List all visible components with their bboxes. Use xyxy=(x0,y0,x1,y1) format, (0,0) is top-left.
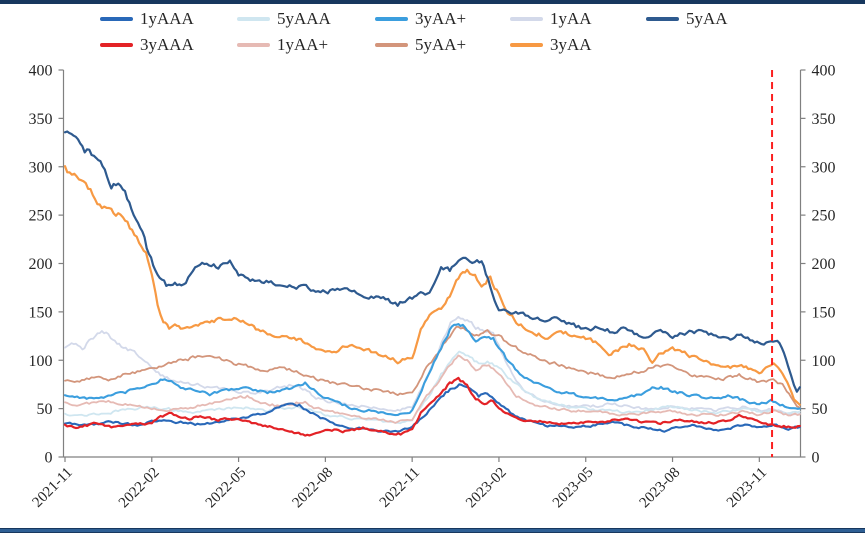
legend-swatch-5yAAA xyxy=(237,17,270,21)
series-line-1yAAA xyxy=(63,383,801,433)
legend-swatch-3yAA+ xyxy=(375,17,408,21)
legend-item-5yAAA: 5yAAA xyxy=(237,8,331,30)
legend-item-1yAA+: 1yAA+ xyxy=(237,34,328,56)
legend-label: 5yAA+ xyxy=(415,35,467,54)
left-y-tick-label: 150 xyxy=(29,304,53,321)
legend-swatch-5yAA+ xyxy=(375,43,408,47)
right-y-tick-label: 400 xyxy=(812,63,836,80)
chart-legend: 1yAAA 5yAAA 3yAA+ 1yAA 5yAA 3yAAA 1yAA+ 5yAA+ 3y… xyxy=(0,6,865,62)
x-tick-label: 2022-11 xyxy=(377,465,423,511)
left-y-tick-label: 300 xyxy=(29,159,53,176)
legend-item-3yAA+: 3yAA+ xyxy=(375,8,466,30)
legend-item-5yAA+: 5yAA+ xyxy=(375,34,466,56)
legend-label: 1yAAA xyxy=(140,9,194,28)
legend-swatch-1yAA+ xyxy=(237,43,270,47)
x-tick-label: 2022-05 xyxy=(203,465,250,512)
legend-label: 5yAA xyxy=(686,9,728,28)
right-y-tick-label: 100 xyxy=(812,353,836,370)
right-y-tick-label: 50 xyxy=(812,401,828,418)
top-border-rule xyxy=(0,0,865,4)
right-y-tick-label: 250 xyxy=(812,208,836,225)
legend-item-3yAA: 3yAA xyxy=(510,34,592,56)
x-tick-label: 2022-02 xyxy=(116,465,163,512)
series-line-5yAAA xyxy=(64,350,801,425)
left-y-tick-label: 400 xyxy=(29,63,53,80)
legend-swatch-1yAA xyxy=(510,17,543,21)
left-y-tick-label: 350 xyxy=(29,111,53,128)
legend-label: 1yAA xyxy=(550,9,592,28)
legend-item-5yAA: 5yAA xyxy=(646,8,728,30)
legend-label: 3yAA xyxy=(550,35,592,54)
legend-swatch-3yAAA xyxy=(100,43,133,47)
axes xyxy=(58,69,806,462)
right-y-tick-label: 300 xyxy=(812,159,836,176)
legend-item-1yAA: 1yAA xyxy=(510,8,592,30)
left-y-tick-label: 100 xyxy=(29,353,53,370)
x-tick-label: 2023-02 xyxy=(463,465,510,512)
series-line-3yAAA xyxy=(63,376,801,437)
legend-item-3yAAA: 3yAAA xyxy=(100,34,194,56)
left-y-tick-label: 0 xyxy=(45,450,53,467)
legend-swatch-3yAA xyxy=(510,43,543,47)
left-y-tick-label: 250 xyxy=(29,208,53,225)
right-y-tick-label: 0 xyxy=(812,450,820,467)
series-line-1yAA+ xyxy=(64,354,801,424)
legend-label: 5yAAA xyxy=(277,9,331,28)
x-tick-label: 2023-05 xyxy=(550,465,597,512)
series-line-3yAA+ xyxy=(63,323,801,417)
right-y-tick-label: 350 xyxy=(812,111,836,128)
legend-swatch-5yAA xyxy=(646,17,679,21)
series-line-5yAA xyxy=(63,130,801,393)
legend-item-1yAAA: 1yAAA xyxy=(100,8,194,30)
series-lines xyxy=(63,130,801,437)
series-line-3yAA xyxy=(63,165,801,406)
left-y-tick-label: 200 xyxy=(29,256,53,273)
legend-label: 1yAA+ xyxy=(277,35,329,54)
legend-swatch-1yAAA xyxy=(100,17,133,21)
x-tick-label: 2021-11 xyxy=(30,465,76,511)
right-y-tick-label: 200 xyxy=(812,256,836,273)
legend-label: 3yAA+ xyxy=(415,9,467,28)
x-tick-label: 2023-11 xyxy=(724,465,770,511)
right-y-tick-label: 150 xyxy=(812,304,836,321)
legend-label: 3yAAA xyxy=(140,35,194,54)
x-tick-label: 2023-08 xyxy=(637,465,684,512)
left-y-tick-label: 50 xyxy=(37,401,53,418)
x-tick-label: 2022-08 xyxy=(290,465,337,512)
